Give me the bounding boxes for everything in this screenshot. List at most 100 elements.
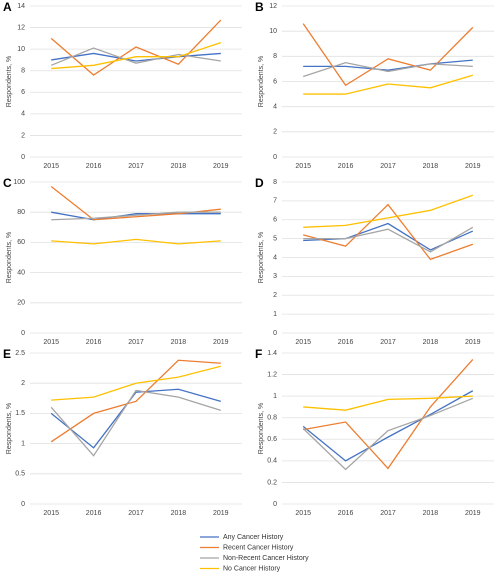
x-tick-label: 2018 — [423, 510, 439, 517]
x-tick-label: 2018 — [171, 339, 187, 346]
y-tick-label: 2 — [21, 380, 25, 387]
y-tick-label: 10 — [269, 28, 277, 35]
x-tick-label: 2017 — [128, 510, 144, 517]
panel-label: B — [255, 0, 264, 14]
series-line — [303, 359, 474, 470]
panel-label: A — [3, 0, 12, 14]
y-tick-label: 7 — [273, 198, 277, 205]
series-line — [303, 203, 474, 261]
series-line — [303, 59, 473, 71]
series-line — [51, 211, 221, 221]
y-axis-label: Respondents, % — [6, 232, 13, 283]
x-tick-label: 2017 — [380, 163, 396, 170]
legend-label: Recent Cancer History — [223, 544, 294, 551]
x-tick-label: 2016 — [86, 339, 102, 346]
x-tick-label: 2016 — [338, 339, 354, 346]
y-tick-label: 8 — [273, 179, 277, 186]
y-axis-label: Respondents, % — [258, 403, 265, 454]
y-tick-label: 0.8 — [267, 415, 277, 422]
series-line — [302, 390, 474, 462]
y-tick-label: 6 — [273, 217, 277, 224]
x-tick-label: 2019 — [213, 339, 229, 346]
panel-label: E — [3, 347, 11, 361]
y-tick-label: 2.5 — [15, 350, 25, 357]
y-tick-label: 4 — [273, 254, 277, 261]
y-tick-label: 8 — [21, 68, 25, 75]
x-tick-label: 2019 — [465, 510, 481, 517]
y-tick-label: 3 — [273, 273, 277, 280]
y-tick-label: 6 — [21, 89, 25, 96]
legend-label: Non-Recent Cancer History — [223, 555, 309, 562]
legend-label: Any Cancer History — [223, 534, 284, 541]
x-tick-label: 2016 — [338, 510, 354, 517]
x-tick-label: 2015 — [43, 510, 59, 517]
x-tick-label: 2018 — [423, 339, 439, 346]
series-line — [50, 359, 221, 443]
x-tick-label: 2015 — [295, 339, 311, 346]
y-tick-label: 6 — [273, 78, 277, 85]
y-tick-label: 1.4 — [267, 350, 277, 357]
y-tick-label: 20 — [17, 300, 25, 307]
y-tick-label: 0 — [21, 330, 25, 337]
x-tick-label: 2019 — [213, 163, 229, 170]
y-tick-label: 40 — [17, 269, 25, 276]
series-line — [302, 61, 473, 78]
series-line — [302, 397, 474, 471]
series-line — [303, 226, 474, 253]
series-line — [51, 211, 221, 221]
series-line — [50, 47, 221, 66]
x-tick-label: 2016 — [86, 510, 102, 517]
y-tick-label: 1 — [273, 393, 277, 400]
series-line — [50, 19, 222, 76]
series-line — [303, 194, 474, 228]
y-tick-label: 1.5 — [15, 410, 25, 417]
panel-label: D — [255, 176, 264, 190]
x-tick-label: 2016 — [338, 163, 354, 170]
x-tick-label: 2018 — [171, 163, 187, 170]
series-line — [51, 52, 221, 62]
series-line — [303, 395, 473, 411]
panel-label: C — [3, 176, 12, 190]
x-tick-label: 2015 — [295, 510, 311, 517]
y-tick-label: 0 — [273, 154, 277, 161]
x-tick-label: 2017 — [380, 339, 396, 346]
series-line — [302, 23, 474, 87]
x-tick-label: 2017 — [128, 163, 144, 170]
x-tick-label: 2018 — [171, 510, 187, 517]
y-tick-label: 0.2 — [267, 479, 277, 486]
y-tick-label: 8 — [273, 53, 277, 60]
x-tick-label: 2015 — [43, 339, 59, 346]
y-tick-label: 4 — [273, 104, 277, 111]
y-tick-label: 60 — [17, 239, 25, 246]
y-tick-label: 0 — [273, 330, 277, 337]
series-line — [51, 238, 221, 245]
x-tick-label: 2016 — [86, 163, 102, 170]
legend-label: No Cancer History — [223, 565, 281, 572]
y-tick-label: 4 — [21, 111, 25, 118]
y-tick-label: 1.2 — [267, 371, 277, 378]
y-axis-label: Respondents, % — [6, 56, 13, 107]
y-axis-label: Respondents, % — [258, 232, 265, 283]
y-tick-label: 0 — [273, 501, 277, 508]
y-tick-label: 1 — [21, 440, 25, 447]
y-axis-label: Respondents, % — [6, 403, 13, 454]
y-tick-label: 5 — [273, 235, 277, 242]
series-line — [51, 42, 222, 70]
series-line — [303, 222, 474, 251]
y-tick-label: 0 — [21, 501, 25, 508]
y-tick-label: 0.5 — [15, 471, 25, 478]
x-tick-label: 2017 — [128, 339, 144, 346]
x-tick-label: 2017 — [380, 510, 396, 517]
x-tick-label: 2019 — [465, 339, 481, 346]
y-tick-label: 2 — [273, 129, 277, 136]
y-tick-label: 0 — [21, 154, 25, 161]
y-tick-label: 1 — [273, 311, 277, 318]
y-tick-label: 0.4 — [267, 458, 277, 465]
x-tick-label: 2018 — [423, 163, 439, 170]
x-tick-label: 2015 — [43, 163, 59, 170]
x-tick-label: 2015 — [295, 163, 311, 170]
y-tick-label: 12 — [269, 3, 277, 10]
series-line — [51, 365, 221, 401]
series-line — [50, 388, 221, 449]
